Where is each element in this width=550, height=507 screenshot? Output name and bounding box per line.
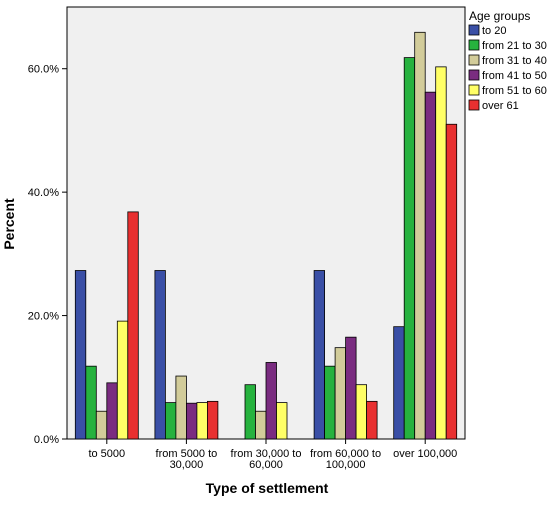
bar-2-4	[324, 365, 336, 440]
bar-6-2	[206, 400, 219, 440]
bar-2-5	[403, 57, 416, 440]
x-axis-label: Type of settlement	[206, 480, 329, 496]
bar-3-4	[334, 347, 347, 440]
legend-swatch-0	[468, 24, 480, 36]
legend-swatch-4	[468, 84, 480, 96]
bar-5-2	[196, 402, 208, 440]
y-axis: 0.0% 20.0% 40.0% 60.0%	[28, 64, 67, 446]
legend-label-5: over 61	[482, 100, 519, 112]
y-tick-label-0: 0.0%	[34, 434, 59, 446]
x-tick-label-1-1: 30,000	[170, 459, 204, 471]
legend-swatch-3	[468, 69, 480, 81]
x-tick-label-0-0: to 5000	[88, 448, 125, 460]
bar-3-5	[414, 31, 426, 440]
bar-6-4	[366, 400, 378, 440]
bar-1-2	[154, 270, 166, 440]
bar-4-3	[265, 362, 277, 440]
legend-swatch-5	[468, 99, 480, 111]
bar-3-3	[255, 410, 267, 440]
bar-6-5	[445, 123, 458, 440]
legend-title: Age groups	[469, 9, 530, 23]
bar-2-1	[85, 365, 97, 440]
legend-swatch-1	[468, 39, 480, 51]
legend-label-3: from 41 to 50	[482, 70, 547, 82]
bar-5-3	[276, 402, 288, 440]
legend-label-4: from 51 to 60	[482, 85, 547, 97]
y-tick-label-3: 60.0%	[28, 64, 59, 76]
bar-4-5	[424, 91, 437, 440]
bar-1-4	[313, 270, 326, 440]
bar-3-2	[175, 375, 187, 440]
x-tick-label-2-0: from 30,000 to	[231, 448, 302, 460]
y-tick-label-2: 40.0%	[28, 187, 59, 199]
bar-1-1	[74, 270, 87, 440]
bar-2-3	[244, 384, 256, 440]
y-tick-label-1: 20.0%	[28, 311, 59, 323]
legend-label-1: from 21 to 30	[482, 40, 547, 52]
bar-6-1	[127, 211, 139, 440]
bar-3-1	[95, 410, 108, 440]
y-axis-label: Percent	[1, 198, 17, 250]
bar-5-4	[355, 384, 368, 440]
x-tick-label-3-0: from 60,000 to	[310, 448, 381, 460]
x-tick-label-3-1: 100,000	[326, 459, 366, 471]
bar-4-4	[345, 336, 357, 440]
x-tick-label-4-0: over 100,000	[393, 448, 457, 460]
x-tick-label-2-1: 60,000	[249, 459, 283, 471]
bar-5-5	[435, 66, 447, 440]
legend: to 20 from 21 to 30 from 31 to 40 from 41 t…	[468, 24, 547, 112]
x-tick-label-1-0: from 5000 to	[156, 448, 218, 460]
bars-group	[74, 31, 458, 440]
legend-label-0: to 20	[482, 25, 506, 37]
bar-2-2	[164, 402, 177, 440]
bar-4-1	[106, 382, 118, 440]
bar-4-2	[185, 402, 198, 440]
bar-5-1	[116, 320, 129, 440]
legend-label-2: from 31 to 40	[482, 55, 547, 67]
bar-1-5	[393, 326, 405, 440]
legend-swatch-2	[468, 54, 480, 66]
